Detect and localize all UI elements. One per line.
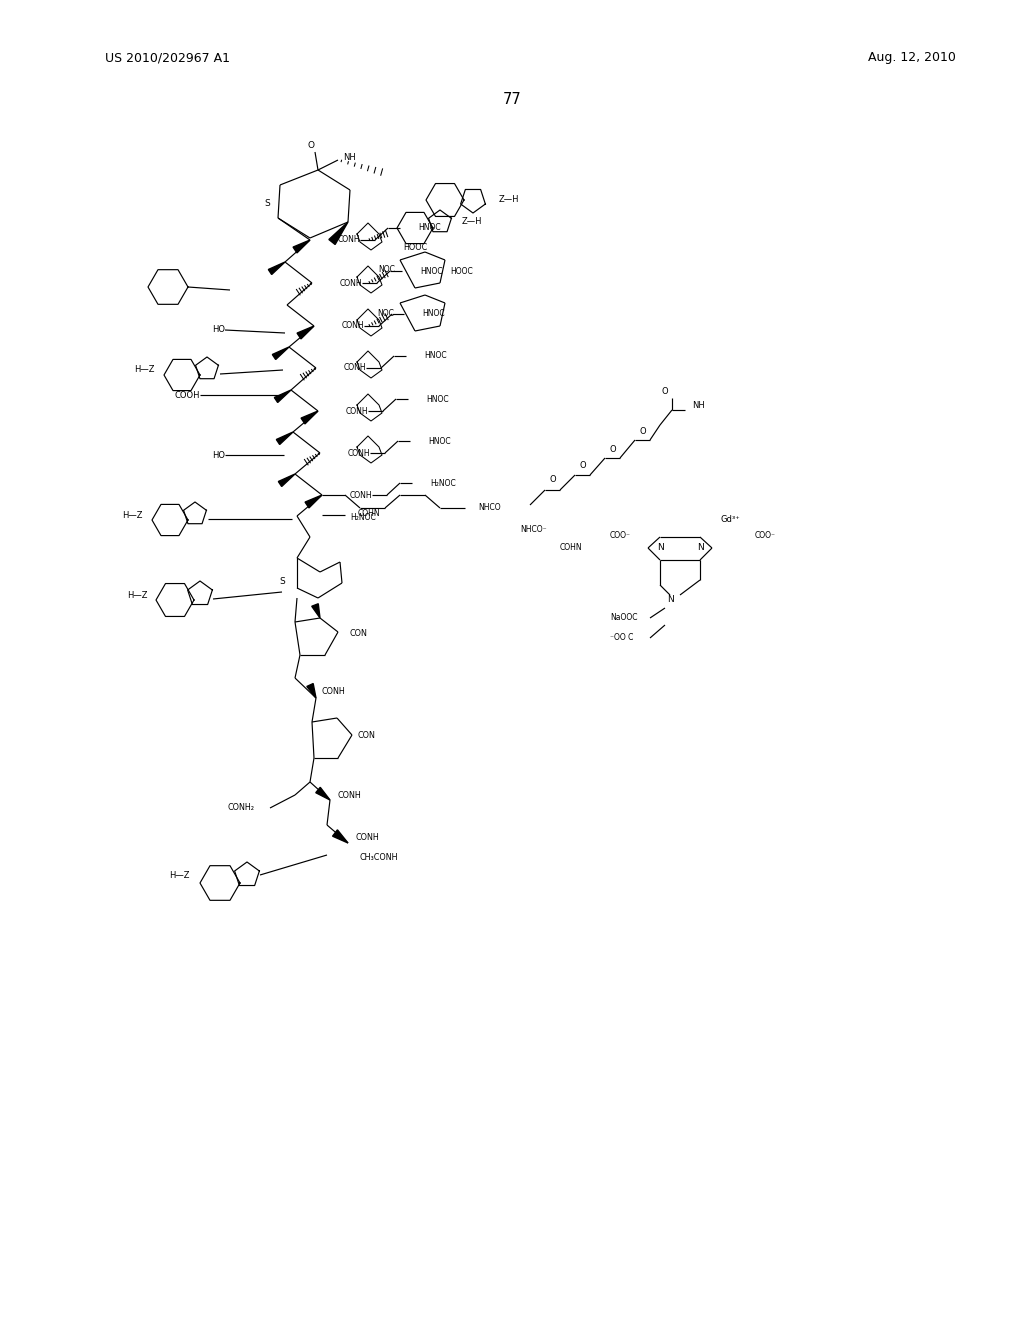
Text: CONH: CONH [338,235,360,244]
Polygon shape [276,432,293,445]
Text: COO⁻: COO⁻ [610,531,631,540]
Text: CONH: CONH [355,833,379,842]
Text: HNOC: HNOC [426,395,449,404]
Text: COO⁻: COO⁻ [755,531,776,540]
Polygon shape [333,830,348,843]
Text: NH: NH [343,153,355,161]
Text: S: S [264,198,270,207]
Text: H—Z: H—Z [134,366,155,375]
Text: H₂NOC: H₂NOC [350,513,376,523]
Text: CONH: CONH [350,491,373,499]
Text: NHCO: NHCO [478,503,501,512]
Text: HOOC: HOOC [450,267,473,276]
Polygon shape [293,240,310,253]
Text: HNOC: HNOC [424,351,446,360]
Text: CONH: CONH [340,279,362,288]
Text: NHCO⁻: NHCO⁻ [520,525,547,535]
Text: H₂NOC: H₂NOC [430,479,456,487]
Text: N: N [667,595,674,605]
Polygon shape [274,389,291,403]
Polygon shape [301,411,318,424]
Text: HO: HO [212,326,225,334]
Text: NH: NH [692,401,705,411]
Text: S: S [280,578,285,586]
Text: NaOOC: NaOOC [610,614,638,623]
Text: CONH: CONH [344,363,367,372]
Text: Z—H: Z—H [499,195,519,205]
Text: O: O [580,462,587,470]
Text: Z—H: Z—H [462,218,482,227]
Polygon shape [307,684,316,698]
Text: COOH: COOH [174,391,200,400]
Text: Aug. 12, 2010: Aug. 12, 2010 [868,51,955,65]
Text: H—Z: H—Z [170,870,190,879]
Text: NOC: NOC [378,265,395,275]
Polygon shape [279,474,295,487]
Polygon shape [268,261,285,275]
Text: HNOC: HNOC [428,437,451,446]
Text: CON: CON [350,628,368,638]
Text: O: O [609,445,616,454]
Text: O: O [640,428,646,437]
Text: CONH₂: CONH₂ [228,804,255,813]
Text: O: O [662,388,668,396]
Text: CONH: CONH [348,449,371,458]
Polygon shape [297,326,314,339]
Text: H—Z: H—Z [123,511,143,520]
Text: CH₃CONH: CH₃CONH [360,854,398,862]
Text: HO: HO [212,450,225,459]
Text: NOC: NOC [377,309,394,318]
Polygon shape [305,495,322,508]
Text: CONH: CONH [342,322,365,330]
Text: CONH: CONH [337,791,360,800]
Text: ⁻OO C: ⁻OO C [610,634,634,643]
Polygon shape [272,347,289,359]
Text: CONH: CONH [346,407,369,416]
Text: COHN: COHN [560,544,583,553]
Text: CON: CON [358,731,376,741]
Text: HOOC: HOOC [402,243,427,252]
Text: COHN: COHN [358,508,381,517]
Text: N: N [696,544,703,553]
Polygon shape [329,222,348,244]
Polygon shape [311,603,319,618]
Text: N: N [656,544,664,553]
Text: US 2010/202967 A1: US 2010/202967 A1 [105,51,230,65]
Polygon shape [315,787,330,800]
Text: HNOC: HNOC [418,223,440,232]
Text: 77: 77 [503,92,521,107]
Text: HNOC: HNOC [420,267,442,276]
Text: Gd³⁺: Gd³⁺ [720,516,740,524]
Text: CONH: CONH [322,688,346,697]
Text: O: O [307,141,314,150]
Text: O: O [550,475,556,484]
Text: H—Z: H—Z [128,590,148,599]
Text: HNOC: HNOC [422,309,444,318]
